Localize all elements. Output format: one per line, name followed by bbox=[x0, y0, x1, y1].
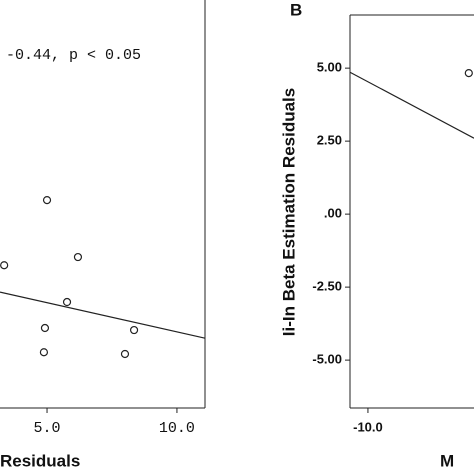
y-tick-label: -2.50 bbox=[312, 279, 342, 294]
y-tick-label: -5.00 bbox=[312, 352, 342, 367]
y-axis-label: Ii-In Beta Estimation Residuals bbox=[279, 88, 298, 336]
point bbox=[129, 325, 139, 335]
x-tick-label: 10.0 bbox=[159, 420, 195, 437]
point bbox=[62, 297, 72, 307]
point bbox=[73, 252, 83, 262]
y-tick-label: 5.00 bbox=[317, 60, 342, 75]
point bbox=[42, 196, 52, 205]
fit-line bbox=[349, 71, 474, 139]
y-tick-label: 2.50 bbox=[317, 133, 342, 148]
y-tick-label: .00 bbox=[324, 206, 342, 221]
x-axis-label: Residuals bbox=[0, 451, 80, 470]
point bbox=[0, 261, 9, 270]
x-axis-label: M bbox=[440, 451, 454, 470]
x-tick-label: 5.0 bbox=[34, 420, 61, 437]
annotation: -0.44, p < 0.05 bbox=[6, 47, 141, 64]
point bbox=[120, 349, 130, 359]
point bbox=[39, 348, 49, 357]
fit-line bbox=[0, 291, 206, 339]
point bbox=[464, 69, 473, 78]
x-tick-label: -10.0 bbox=[353, 419, 383, 434]
panel-label: B bbox=[290, 0, 302, 19]
point bbox=[40, 323, 50, 333]
